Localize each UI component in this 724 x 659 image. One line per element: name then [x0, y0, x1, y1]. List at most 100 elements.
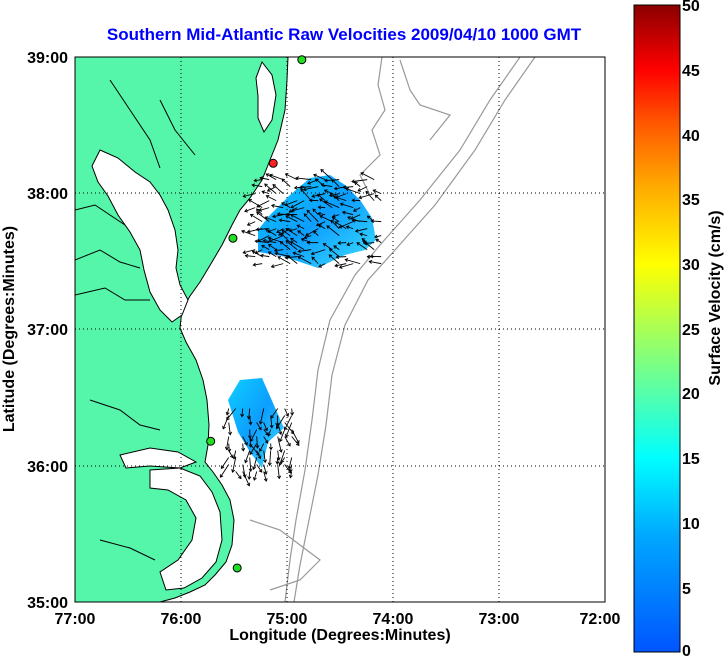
velocity-arrow [276, 415, 286, 430]
velocity-arrow [268, 443, 273, 451]
velocity-arrow [246, 221, 256, 226]
velocity-arrow [344, 258, 361, 265]
y-axis-ticks: 39:00 38:00 37:00 36:00 35:00 [27, 50, 68, 612]
velocity-arrow [244, 450, 251, 464]
velocity-arrow [284, 408, 290, 417]
velocity-arrow [338, 221, 354, 229]
chart-title: Southern Mid-Atlantic Raw Velocities 200… [107, 25, 582, 44]
velocity-arrow [241, 229, 256, 237]
grid-lines [75, 57, 605, 602]
colorbar-label: Surface Velocity (cm/s) [707, 210, 724, 385]
velocity-arrow [258, 443, 265, 453]
velocity-arrow [360, 172, 375, 181]
station-carolina-2-marker [232, 563, 242, 573]
x-tick-label: 72:00 [580, 611, 621, 628]
x-tick-label: 77:00 [55, 611, 96, 628]
colorbar-tick-label: 5 [682, 581, 691, 598]
velocity-arrow [315, 221, 326, 227]
velocity-arrow [351, 198, 361, 203]
velocity-arrow [278, 218, 291, 223]
velocity-arrow [299, 185, 312, 190]
velocity-arrow [328, 254, 340, 264]
velocity-arrow [228, 422, 233, 436]
velocity-arrow [251, 250, 263, 258]
velocity-arrow [285, 228, 298, 237]
velocity-arrow [267, 429, 272, 437]
velocity-arrow [362, 240, 375, 250]
velocity-arrow [242, 436, 248, 446]
x-axis-ticks: 77:00 76:00 75:00 74:00 73:00 72:00 [55, 611, 621, 628]
rivers [75, 79, 196, 561]
velocity-arrow [342, 185, 354, 190]
station-virginia-marker [228, 233, 238, 243]
velocity-arrow [269, 173, 284, 181]
velocity-arrow [254, 239, 270, 244]
velocity-arrow [373, 234, 382, 239]
velocity-arrow [263, 464, 268, 475]
x-tick-label: 74:00 [373, 611, 414, 628]
velocity-arrow [240, 408, 245, 418]
velocity-arrow [258, 408, 265, 425]
y-axis-label: Latitude (Degrees:Minutes) [1, 226, 18, 432]
velocity-arrow [334, 221, 347, 230]
velocity-arrow [328, 248, 340, 257]
velocity-arrow [279, 241, 291, 250]
velocity-arrow [231, 457, 237, 473]
velocity-arrow [256, 422, 262, 431]
velocity-arrow [277, 464, 282, 480]
velocity-arrow [275, 457, 280, 465]
velocity-arrow [263, 471, 268, 482]
velocity-arrow [334, 263, 347, 268]
velocity-arrow [292, 251, 305, 258]
velocity-arrow [250, 429, 258, 442]
velocity-arrow [313, 173, 326, 181]
velocity-arrow [290, 237, 298, 244]
velocity-arrow [220, 457, 230, 470]
velocity-arrow [359, 232, 368, 237]
velocity-arrow [278, 450, 286, 466]
velocity-arrow [242, 471, 251, 487]
velocity-arrow [242, 249, 256, 255]
velocity-arrow [244, 253, 256, 258]
velocity-arrow [351, 218, 368, 223]
y-tick-label: 36:00 [27, 459, 68, 476]
velocity-arrow [263, 450, 267, 464]
velocity-arrow [297, 249, 312, 254]
velocity-arrow [260, 253, 270, 258]
colorbar-tick-label: 45 [682, 63, 700, 80]
velocity-patch-north [258, 175, 376, 268]
velocity-arrow [331, 216, 340, 223]
velocity-arrow [335, 255, 347, 260]
velocity-arrow [232, 450, 237, 460]
velocity-arrow [341, 210, 354, 216]
velocity-arrow [368, 259, 382, 265]
velocity-arrow [312, 208, 319, 215]
delaware-bay [255, 60, 277, 134]
velocity-arrow [263, 422, 268, 432]
velocity-arrow [345, 187, 361, 195]
velocity-arrow [317, 211, 326, 216]
velocity-arrow [300, 237, 312, 244]
velocity-arrow [331, 179, 340, 187]
velocity-arrow [338, 263, 354, 269]
velocity-arrow [287, 457, 293, 470]
velocity-arrow [224, 436, 230, 451]
velocity-arrow [228, 450, 234, 459]
velocity-arrow [242, 193, 256, 198]
colorbar [633, 4, 681, 653]
velocity-arrow [318, 224, 326, 230]
velocity-arrow [235, 471, 242, 480]
bathymetry-contours [249, 57, 536, 602]
velocity-arrow [248, 457, 253, 473]
velocity-arrow [258, 207, 270, 212]
velocity-arrow [286, 255, 298, 264]
velocity-arrow [270, 203, 284, 209]
velocity-arrow [266, 186, 277, 192]
y-tick-label: 38:00 [27, 186, 68, 203]
velocity-vectors [219, 168, 382, 487]
y-tick-label: 37:00 [27, 322, 68, 339]
velocity-arrow [281, 202, 291, 209]
velocity-arrow [277, 422, 283, 436]
velocity-arrow [345, 225, 354, 230]
